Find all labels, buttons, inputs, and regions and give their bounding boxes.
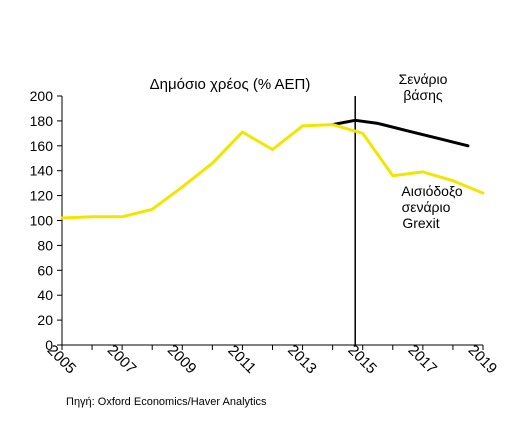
x-tick-label: 2013	[284, 342, 320, 378]
y-tick-label: 140	[30, 163, 54, 179]
x-tick-label: 2005	[44, 342, 80, 378]
y-tick-label: 60	[37, 262, 53, 278]
source-note: Πηγή: Oxford Economics/Haver Analytics	[66, 396, 267, 408]
grexit-annotation-line2: σενάριο	[402, 199, 451, 215]
grexit-annotation-line3: Grexit	[402, 215, 439, 231]
x-tick-label: 2009	[164, 342, 200, 378]
grexit-annotation-line1: Αισιόδοξο	[401, 183, 462, 199]
y-tick-label: 120	[30, 188, 54, 204]
x-tick-label: 2015	[344, 342, 380, 378]
x-tick-label: 2011	[224, 342, 259, 377]
x-tick-label: 2017	[405, 342, 441, 378]
y-tick-label: 160	[30, 138, 54, 154]
x-tick-label: 2019	[465, 342, 501, 378]
axes: 0 20 40 60 80 100 120 140 160 180 200 2005 2007 2009 2…	[30, 88, 501, 377]
baseline-annotation-line2: βάσης	[403, 87, 443, 103]
y-tick-label: 100	[30, 213, 54, 229]
series-layer	[60, 118, 485, 220]
y-tick-label: 0	[45, 337, 53, 353]
y-tick-label: 180	[30, 113, 54, 129]
baseline-annotation-line1: Σενάριο	[399, 71, 448, 87]
y-tick-label: 40	[37, 287, 53, 303]
chart-title: Δημόσιο χρέος (% ΑΕΠ)	[150, 76, 311, 93]
y-tick-label: 200	[30, 88, 54, 104]
y-tick-label: 80	[37, 237, 53, 253]
series-line-grexit	[60, 123, 485, 220]
x-tick-label: 2007	[104, 342, 140, 378]
annotations: Σενάριο βάσης Αισιόδοξο σενάριο Grexit	[399, 71, 463, 231]
y-tick-label: 20	[37, 312, 53, 328]
series-line-baseline	[331, 118, 470, 148]
